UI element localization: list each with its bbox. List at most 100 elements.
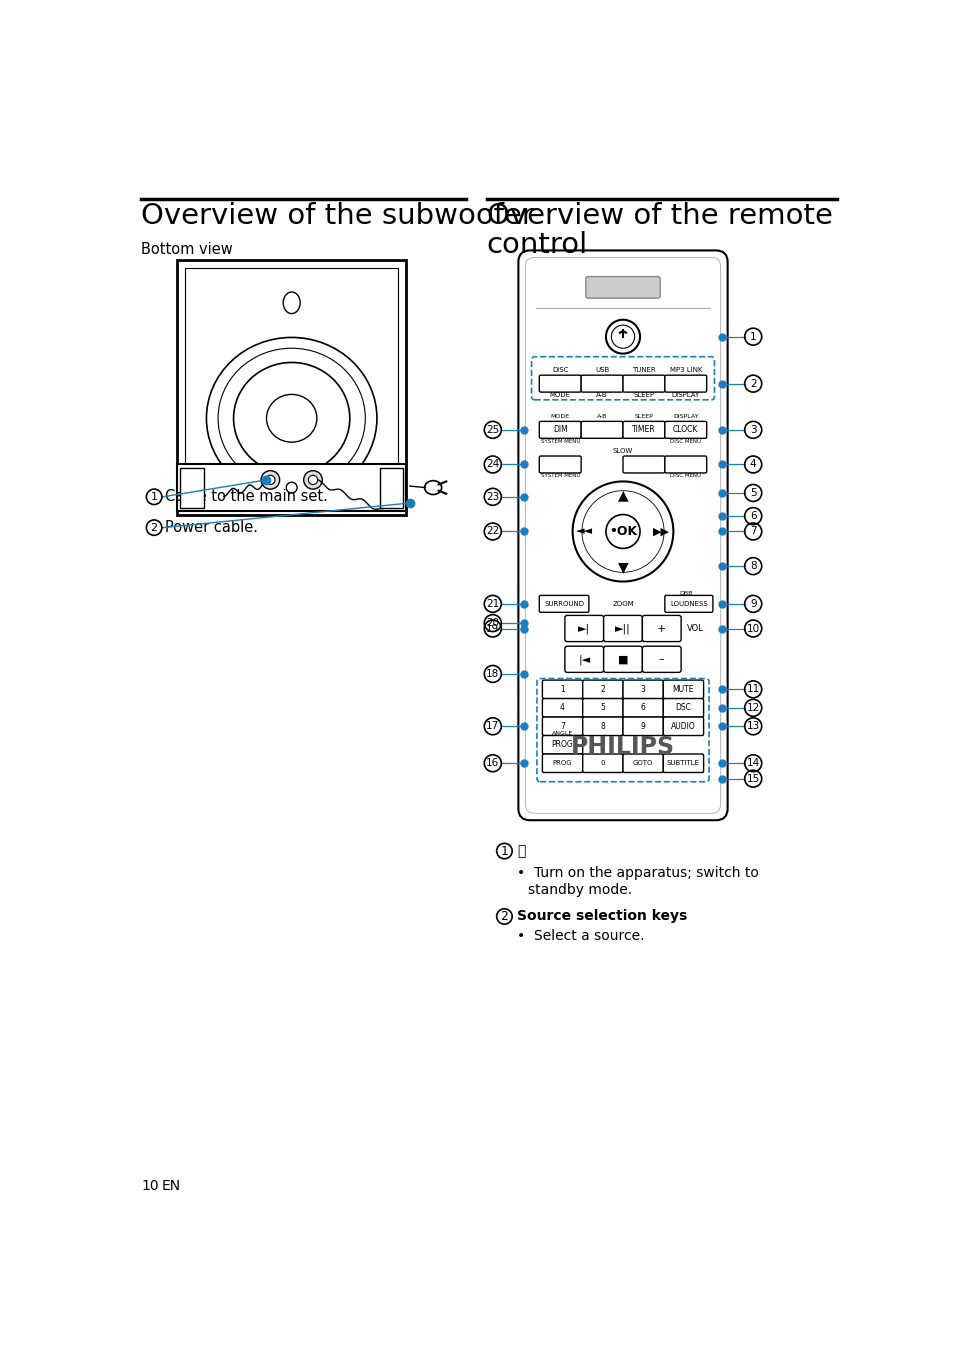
Text: ⏻: ⏻ <box>517 844 525 858</box>
Text: 18: 18 <box>486 669 499 679</box>
Text: ANGLE: ANGLE <box>552 731 573 735</box>
Text: DIM: DIM <box>553 425 567 434</box>
Text: 12: 12 <box>746 703 759 712</box>
Ellipse shape <box>266 394 316 442</box>
Text: ►||: ►|| <box>615 623 630 634</box>
Text: 21: 21 <box>486 599 499 608</box>
Text: GOTO: GOTO <box>632 761 653 766</box>
Text: 1: 1 <box>749 332 756 341</box>
FancyBboxPatch shape <box>622 699 662 718</box>
Text: 0: 0 <box>600 761 604 766</box>
Text: •  Turn on the apparatus; switch to: • Turn on the apparatus; switch to <box>517 866 758 880</box>
Text: 6: 6 <box>640 703 645 712</box>
Text: 7: 7 <box>749 526 756 537</box>
Text: 24: 24 <box>486 460 499 469</box>
Text: 1: 1 <box>151 492 157 502</box>
Text: TIMER: TIMER <box>632 425 655 434</box>
Ellipse shape <box>206 337 376 499</box>
Text: SUBTITLE: SUBTITLE <box>666 761 700 766</box>
Text: 22: 22 <box>486 526 499 537</box>
Bar <box>379 468 402 507</box>
Text: MODE: MODE <box>549 393 570 398</box>
Text: 5: 5 <box>599 703 604 712</box>
Circle shape <box>303 471 322 490</box>
Text: 2: 2 <box>749 379 756 389</box>
Text: 9: 9 <box>749 599 756 608</box>
Text: 10: 10 <box>746 623 759 634</box>
Text: 6: 6 <box>749 511 756 521</box>
FancyBboxPatch shape <box>664 375 706 393</box>
FancyBboxPatch shape <box>517 251 727 820</box>
Text: 8: 8 <box>749 561 756 571</box>
Text: DISC MENU: DISC MENU <box>670 438 700 444</box>
Text: 16: 16 <box>486 758 499 768</box>
Text: 17: 17 <box>486 722 499 731</box>
Text: 3: 3 <box>640 685 645 693</box>
Bar <box>177 464 406 511</box>
Ellipse shape <box>424 480 441 495</box>
Text: MP3 LINK: MP3 LINK <box>669 367 701 374</box>
Text: DISPLAY: DISPLAY <box>672 414 698 418</box>
Text: DSC: DSC <box>675 703 691 712</box>
Text: ■: ■ <box>618 654 628 664</box>
Text: MODE: MODE <box>550 414 569 418</box>
Text: 2: 2 <box>500 911 508 923</box>
Text: 5: 5 <box>749 488 756 498</box>
Text: 4: 4 <box>749 460 756 469</box>
Text: EN: EN <box>162 1179 181 1193</box>
Text: ZOOM: ZOOM <box>612 600 633 607</box>
Bar <box>185 268 397 507</box>
Text: A-B: A-B <box>596 393 607 398</box>
FancyBboxPatch shape <box>664 456 706 473</box>
Text: SLEEP: SLEEP <box>633 393 654 398</box>
Text: ▲: ▲ <box>617 488 628 502</box>
Text: ►|: ►| <box>578 623 590 634</box>
Text: 9: 9 <box>640 722 645 731</box>
Text: USB: USB <box>595 367 609 374</box>
Text: DISC: DISC <box>552 367 568 374</box>
Text: 2: 2 <box>151 522 157 533</box>
Text: ◄◄: ◄◄ <box>576 526 592 537</box>
Text: PHILIPS: PHILIPS <box>570 735 675 759</box>
Text: SLOW: SLOW <box>612 448 633 455</box>
Text: control: control <box>486 231 587 259</box>
Text: PROG: PROG <box>552 761 572 766</box>
Text: 7: 7 <box>559 722 564 731</box>
Circle shape <box>266 475 274 484</box>
FancyBboxPatch shape <box>538 456 580 473</box>
FancyBboxPatch shape <box>622 456 664 473</box>
FancyBboxPatch shape <box>641 646 680 672</box>
FancyBboxPatch shape <box>641 615 680 642</box>
FancyBboxPatch shape <box>582 754 622 773</box>
Text: AUDIO: AUDIO <box>670 722 695 731</box>
Ellipse shape <box>218 348 365 488</box>
Ellipse shape <box>283 291 300 313</box>
FancyBboxPatch shape <box>662 718 703 735</box>
Text: SLEEP: SLEEP <box>634 414 653 418</box>
FancyBboxPatch shape <box>542 754 582 773</box>
Text: –: – <box>659 654 664 664</box>
Text: CLOCK: CLOCK <box>673 425 698 434</box>
Text: 15: 15 <box>746 773 759 784</box>
Text: Source selection keys: Source selection keys <box>517 909 686 924</box>
FancyBboxPatch shape <box>580 421 622 438</box>
FancyBboxPatch shape <box>582 718 622 735</box>
Text: 25: 25 <box>486 425 499 434</box>
Text: SURROUND: SURROUND <box>543 600 583 607</box>
FancyBboxPatch shape <box>582 699 622 718</box>
Text: |◄: |◄ <box>578 654 590 665</box>
Text: MUTE: MUTE <box>672 685 694 693</box>
Text: +: + <box>657 623 666 634</box>
Circle shape <box>605 514 639 549</box>
Text: 11: 11 <box>746 684 759 695</box>
FancyBboxPatch shape <box>664 595 712 612</box>
FancyBboxPatch shape <box>538 375 580 393</box>
Circle shape <box>308 475 317 484</box>
Text: 8: 8 <box>599 722 604 731</box>
Text: •  Select a source.: • Select a source. <box>517 928 643 943</box>
Text: PROG: PROG <box>551 741 573 749</box>
FancyBboxPatch shape <box>622 718 662 735</box>
FancyBboxPatch shape <box>580 375 622 393</box>
FancyBboxPatch shape <box>582 680 622 699</box>
FancyBboxPatch shape <box>662 699 703 718</box>
